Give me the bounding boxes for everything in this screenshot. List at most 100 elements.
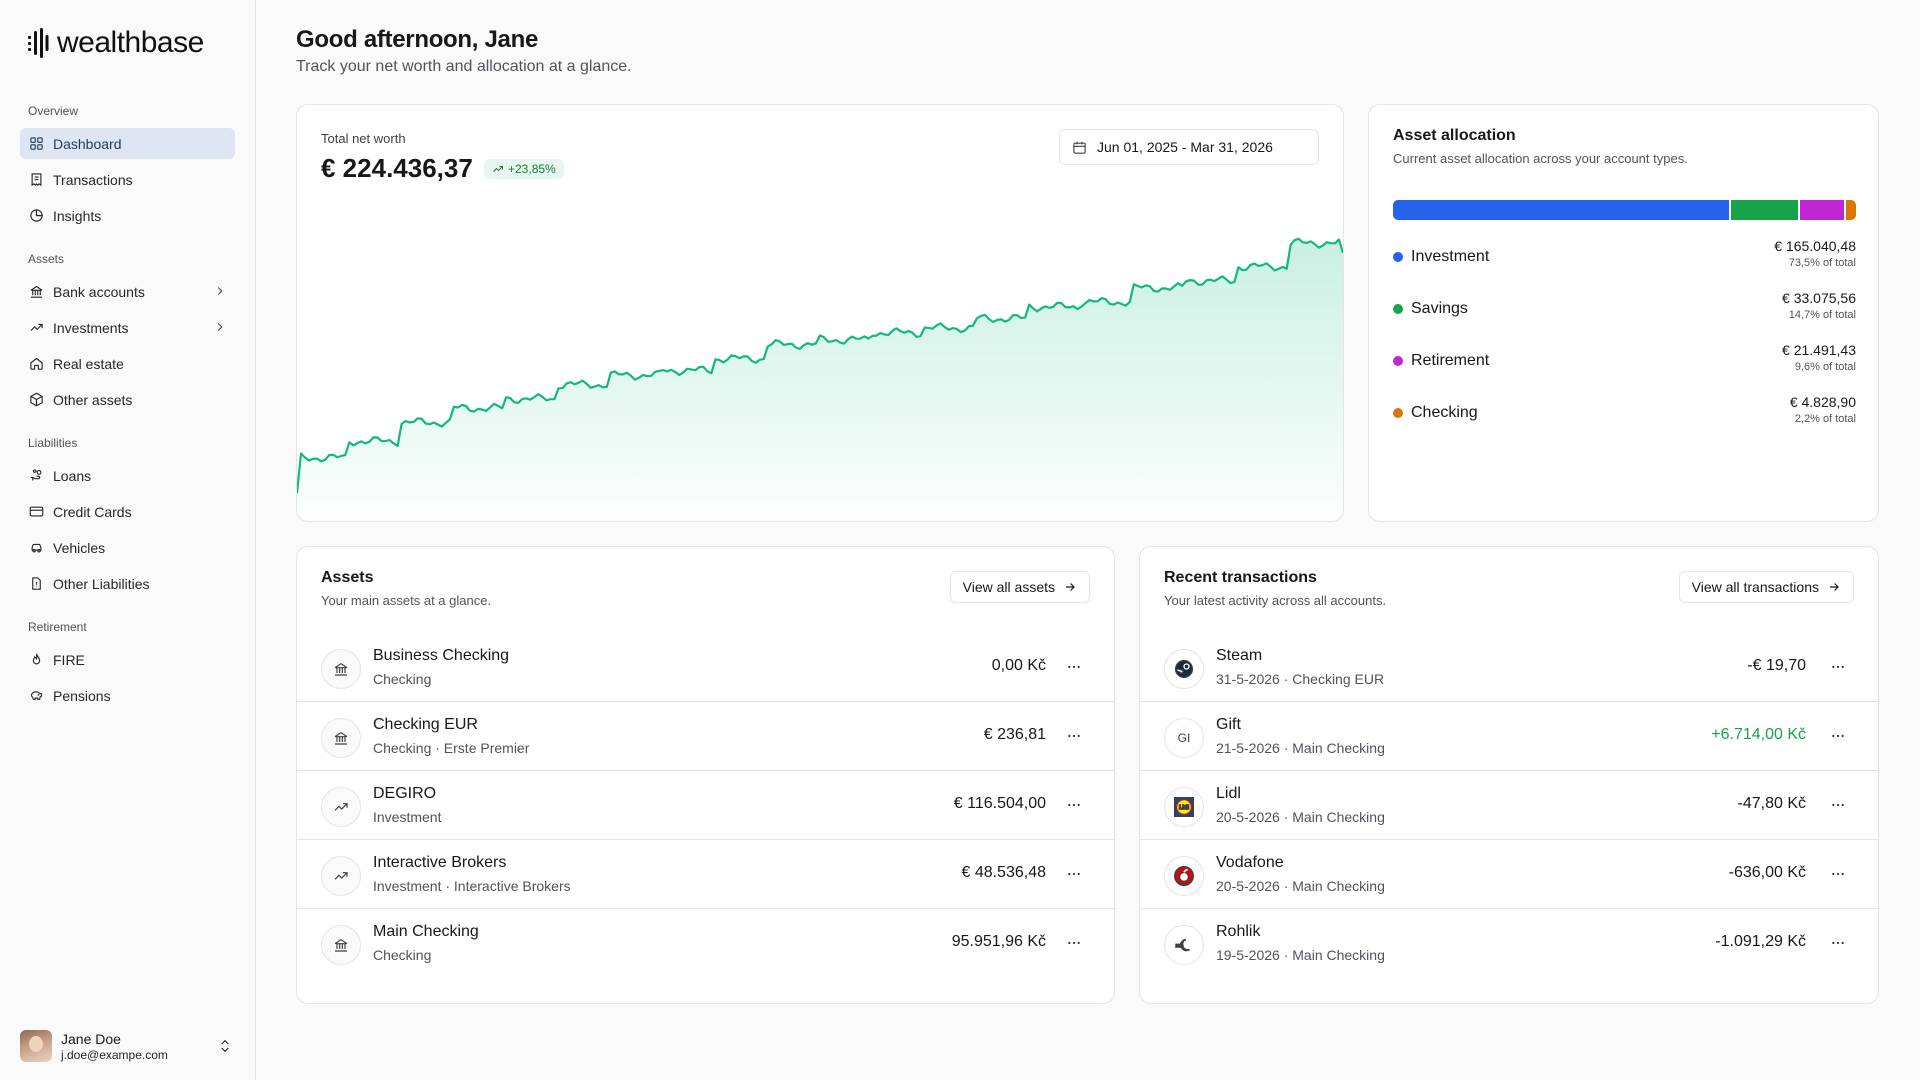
legend-dot xyxy=(1393,356,1403,366)
asset-row[interactable]: DEGIRO Investment € 116.504,00 xyxy=(297,771,1114,840)
asset-name: Interactive Brokers xyxy=(373,854,507,871)
user-menu[interactable]: Jane Doe j.doe@exampe.com xyxy=(20,1026,235,1066)
asset-row[interactable]: Business Checking Checking 0,00 Kč xyxy=(297,633,1114,702)
sidebar-item-dashboard[interactable]: Dashboard xyxy=(20,128,235,159)
allocation-name: Savings xyxy=(1411,300,1468,317)
sidebar-item-label: Dashboard xyxy=(53,135,122,152)
transaction-row[interactable]: Steam 31-5-2026 · Checking EUR -€ 19,70 xyxy=(1140,633,1878,702)
sidebar-item-label: Vehicles xyxy=(53,539,106,556)
sidebar-item-credit-cards[interactable]: Credit Cards xyxy=(20,496,235,527)
allocation-amount: € 33.075,56 xyxy=(1782,290,1856,306)
assets-title: Assets xyxy=(321,569,374,586)
transaction-merchant: Steam xyxy=(1216,647,1263,664)
asset-row[interactable]: Checking EUR Checking · Erste Premier € 23… xyxy=(297,702,1114,771)
sidebar-item-other-assets[interactable]: Other assets xyxy=(20,384,235,415)
sidebar-item-bank-accounts[interactable]: Bank accounts xyxy=(20,276,235,307)
file-alert-icon xyxy=(28,576,44,592)
house-icon xyxy=(28,356,44,372)
allocation-percent: 2,2% of total xyxy=(1794,413,1856,425)
rohlik-logo-icon: roh xyxy=(1164,925,1204,965)
asset-row[interactable]: Main Checking Checking 95.951,96 Kč xyxy=(297,909,1114,978)
user-email: j.doe@exampe.com xyxy=(61,1047,168,1062)
more-horizontal-icon[interactable] xyxy=(1828,657,1848,677)
transaction-merchant: Gift xyxy=(1216,716,1241,733)
flame-icon xyxy=(28,652,44,668)
allocation-row: Retirement € 21.491,43 9,6% of total xyxy=(1393,342,1856,382)
net-worth-chart xyxy=(297,237,1343,521)
asset-type: Checking xyxy=(373,671,432,687)
allocation-row: Checking € 4.828,90 2,2% of total xyxy=(1393,394,1856,434)
arrow-right-icon xyxy=(1829,583,1839,591)
calendar-icon xyxy=(1073,141,1086,154)
sidebar-item-pensions[interactable]: Pensions xyxy=(20,680,235,711)
sidebar-item-loans[interactable]: Loans xyxy=(20,460,235,491)
transaction-merchant: Vodafone xyxy=(1216,854,1284,871)
sidebar-item-other-liabilities[interactable]: Other Liabilities xyxy=(20,568,235,599)
more-horizontal-icon[interactable] xyxy=(1064,933,1084,953)
legend-dot xyxy=(1393,252,1403,262)
asset-row[interactable]: Interactive Brokers Investment · Interact… xyxy=(297,840,1114,909)
sidebar-item-label: Insights xyxy=(53,207,102,224)
transaction-meta: 20-5-2026 · Main Checking xyxy=(1216,809,1385,825)
transaction-amount: -47,80 Kč xyxy=(1737,795,1806,812)
transaction-row[interactable]: GI Gift 21-5-2026 · Main Checking +6.714,00… xyxy=(1140,702,1878,771)
net-worth-label: Total net worth xyxy=(321,131,406,146)
page-subtitle: Track your net worth and allocation at a… xyxy=(296,58,632,75)
hand-coins-icon xyxy=(28,468,44,484)
more-horizontal-icon[interactable] xyxy=(1828,726,1848,746)
svg-text:roh: roh xyxy=(1176,943,1184,948)
more-horizontal-icon[interactable] xyxy=(1828,864,1848,884)
more-horizontal-icon[interactable] xyxy=(1828,795,1848,815)
view-all-transactions-label: View all transactions xyxy=(1691,579,1819,595)
nav-group-label: Assets xyxy=(28,252,65,266)
vodafone-logo-icon xyxy=(1164,856,1204,896)
transaction-row[interactable]: Vodafone 20-5-2026 · Main Checking -636,00… xyxy=(1140,840,1878,909)
transaction-meta: 19-5-2026 · Main Checking xyxy=(1216,947,1385,963)
allocation-segment-investment[interactable] xyxy=(1393,200,1729,220)
steam-logo-icon xyxy=(1164,649,1204,689)
piggy-bank-icon xyxy=(28,688,44,704)
app-logo[interactable]: wealthbase xyxy=(27,26,204,60)
allocation-segment-savings[interactable] xyxy=(1730,200,1799,220)
view-all-assets-button[interactable]: View all assets xyxy=(949,571,1090,603)
chevron-right-icon xyxy=(213,284,227,298)
allocation-amount: € 4.828,90 xyxy=(1789,394,1856,410)
sidebar-item-label: Credit Cards xyxy=(53,503,132,520)
transaction-row[interactable]: roh Rohlik 19-5-2026 · Main Checking -1.091… xyxy=(1140,909,1878,978)
transaction-meta: 20-5-2026 · Main Checking xyxy=(1216,878,1385,894)
asset-amount: 0,00 Kč xyxy=(991,657,1046,674)
sidebar-item-insights[interactable]: Insights xyxy=(20,200,235,231)
sidebar-item-fire[interactable]: FIRE xyxy=(20,644,235,675)
nav-group-label: Overview xyxy=(28,104,79,118)
net-worth-line xyxy=(297,237,1343,494)
sidebar-item-label: Bank accounts xyxy=(53,283,145,300)
sidebar-item-label: Investments xyxy=(53,319,129,336)
more-horizontal-icon[interactable] xyxy=(1828,933,1848,953)
nav-group-label: Retirement xyxy=(28,620,87,634)
allocation-segment-retirement[interactable] xyxy=(1800,200,1844,220)
app-name: wealthbase xyxy=(57,26,204,59)
allocation-name: Retirement xyxy=(1411,352,1490,369)
transaction-amount: +6.714,00 Kč xyxy=(1711,726,1806,743)
sidebar-item-transactions[interactable]: Transactions xyxy=(20,164,235,195)
date-range-picker[interactable]: Jun 01, 2025 - Mar 31, 2026 xyxy=(1059,129,1319,165)
more-horizontal-icon[interactable] xyxy=(1064,657,1084,677)
transaction-row[interactable]: Lidl Lidl 20-5-2026 · Main Checking -47,80 … xyxy=(1140,771,1878,840)
assets-card: Assets Your main assets at a glance. Vie… xyxy=(296,546,1115,1004)
more-horizontal-icon[interactable] xyxy=(1064,795,1084,815)
view-all-transactions-button[interactable]: View all transactions xyxy=(1678,571,1854,603)
asset-type: Investment xyxy=(373,809,442,825)
arrow-right-icon xyxy=(1065,583,1075,591)
allocation-percent: 14,7% of total xyxy=(1788,309,1856,321)
sidebar-item-vehicles[interactable]: Vehicles xyxy=(20,532,235,563)
chevrons-up-down-icon xyxy=(217,1038,233,1054)
more-horizontal-icon[interactable] xyxy=(1064,864,1084,884)
more-horizontal-icon[interactable] xyxy=(1064,726,1084,746)
sidebar-item-real-estate[interactable]: Real estate xyxy=(20,348,235,379)
asset-amount: € 236,81 xyxy=(983,726,1046,743)
sidebar-item-label: Pensions xyxy=(53,687,111,704)
sidebar-item-investments[interactable]: Investments xyxy=(20,312,235,343)
allocation-segment-checking[interactable] xyxy=(1845,200,1856,220)
asset-type: Checking xyxy=(373,947,432,963)
assets-subtitle: Your main assets at a glance. xyxy=(321,593,492,608)
